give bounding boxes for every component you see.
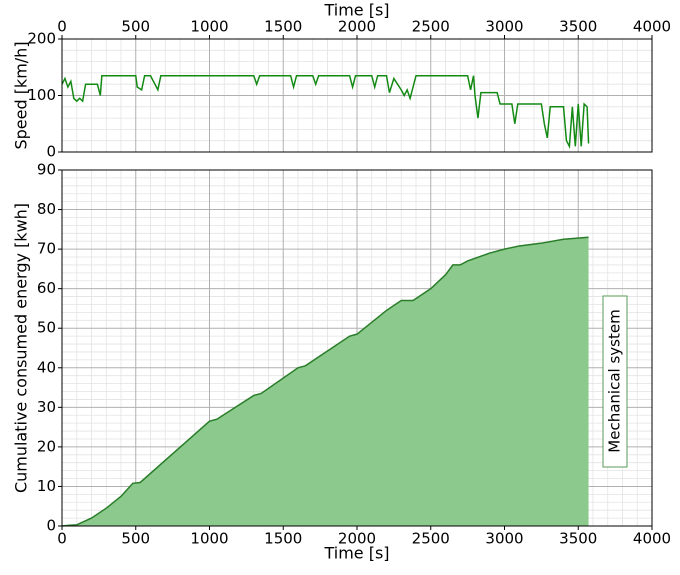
x-tick-label: 0: [57, 530, 67, 548]
x-tick-label: 1500: [264, 530, 302, 548]
x-tick-label: 0: [57, 18, 67, 36]
y-tick-label: 70: [37, 240, 56, 258]
y-axis-label: Cumulative consumed energy [kwh]: [12, 203, 31, 493]
y-axis-label: Speed [km/h]: [12, 41, 31, 149]
x-tick-label: 2000: [338, 530, 376, 548]
x-tick-label: 1000: [190, 18, 228, 36]
y-tick-label: 90: [37, 161, 56, 179]
y-tick-label: 10: [37, 477, 56, 495]
y-tick-label: 0: [46, 143, 56, 161]
plot-frame: [61, 38, 653, 153]
plot-frame: [61, 169, 653, 527]
y-tick-label: 100: [27, 86, 56, 104]
x-tick-label: 4000: [633, 530, 671, 548]
y-tick-label: 80: [37, 200, 56, 218]
x-tick-label: 3000: [485, 18, 523, 36]
area: [62, 237, 589, 526]
x-axis-label: Time [s]: [323, 544, 389, 563]
x-tick-label: 2500: [412, 18, 450, 36]
y-tick-label: 60: [37, 279, 56, 297]
y-tick-label: 50: [37, 319, 56, 337]
x-tick-label: 3500: [559, 18, 597, 36]
y-tick-label: 30: [37, 398, 56, 416]
x-tick-label: 1500: [264, 18, 302, 36]
x-tick-label: 3500: [559, 530, 597, 548]
annotation-box: [602, 295, 628, 468]
annotation: Mechanical system: [606, 309, 624, 452]
y-tick-label: 0: [46, 517, 56, 535]
x-tick-label: 4000: [633, 18, 671, 36]
x-tick-label: 1000: [190, 530, 228, 548]
y-tick-label: 200: [27, 30, 56, 48]
x-tick-label: 3000: [485, 530, 523, 548]
x-axis-label: Time [s]: [323, 1, 389, 20]
line: [61, 74, 590, 150]
x-tick-label: 2500: [412, 530, 450, 548]
line: [61, 236, 589, 527]
x-tick-label: 2000: [338, 18, 376, 36]
x-tick-label: 500: [121, 530, 150, 548]
y-tick-label: 20: [37, 437, 56, 455]
y-tick-label: 40: [37, 358, 56, 376]
x-tick-label: 500: [121, 18, 150, 36]
